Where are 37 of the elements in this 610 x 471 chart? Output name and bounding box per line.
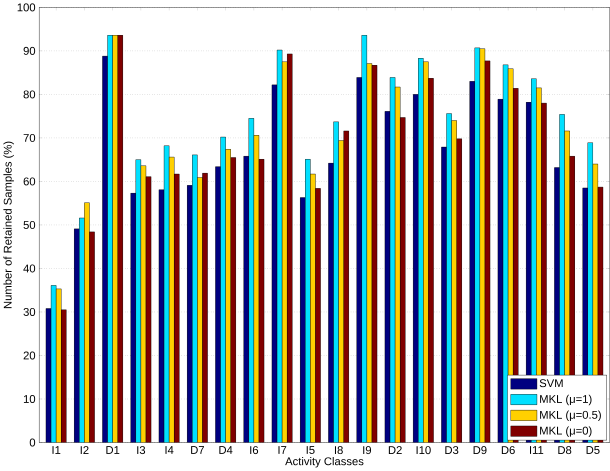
x-tick-label: I5 [306,446,315,454]
y-tick-label: 20 [24,352,36,360]
x-tick-label: D4 [219,446,232,454]
legend-label: MKL (μ=1) [540,394,592,406]
x-tick-label: I9 [363,446,372,454]
x-tick-label: I10 [416,446,431,454]
x-axis-title: Activity Classes [285,457,364,468]
y-tick-label: 90 [24,46,36,55]
x-tick-label: D2 [388,446,402,454]
y-tick-label: 40 [23,264,36,272]
y-tick-label: 50 [24,221,36,229]
x-tick-label: D6 [502,446,515,454]
x-tick-label: D8 [558,446,572,454]
y-tick-label: 10 [24,395,36,404]
y-tick-label: 100 [18,3,36,12]
x-tick-label: D3 [445,446,458,454]
legend-label: MKL (μ=0.5) [540,410,601,422]
x-tick-label: D1 [106,446,120,454]
x-tick-label: I8 [334,446,343,454]
x-tick-label: D7 [191,446,204,454]
y-tick-label: 60 [24,178,36,186]
y-axis-title: Number of Retained Samples (%) [3,142,14,308]
y-tick-label: 0 [30,438,36,447]
legend-label: MKL (μ=0) [540,426,592,437]
x-tick-label: I2 [80,446,89,454]
x-tick-label: D9 [474,446,487,454]
x-tick-label: I4 [165,446,174,454]
x-tick-label: I6 [250,446,258,454]
legend-label: SVM [540,379,563,388]
y-tick-label: 30 [24,308,36,316]
y-tick-label: 70 [24,134,36,142]
x-tick-label: I7 [278,446,286,454]
x-tick-label: I11 [530,446,544,454]
x-tick-label: I1 [52,446,60,454]
x-tick-label: I3 [137,446,146,454]
y-tick-label: 80 [24,90,36,98]
x-tick-label: D5 [586,446,600,454]
